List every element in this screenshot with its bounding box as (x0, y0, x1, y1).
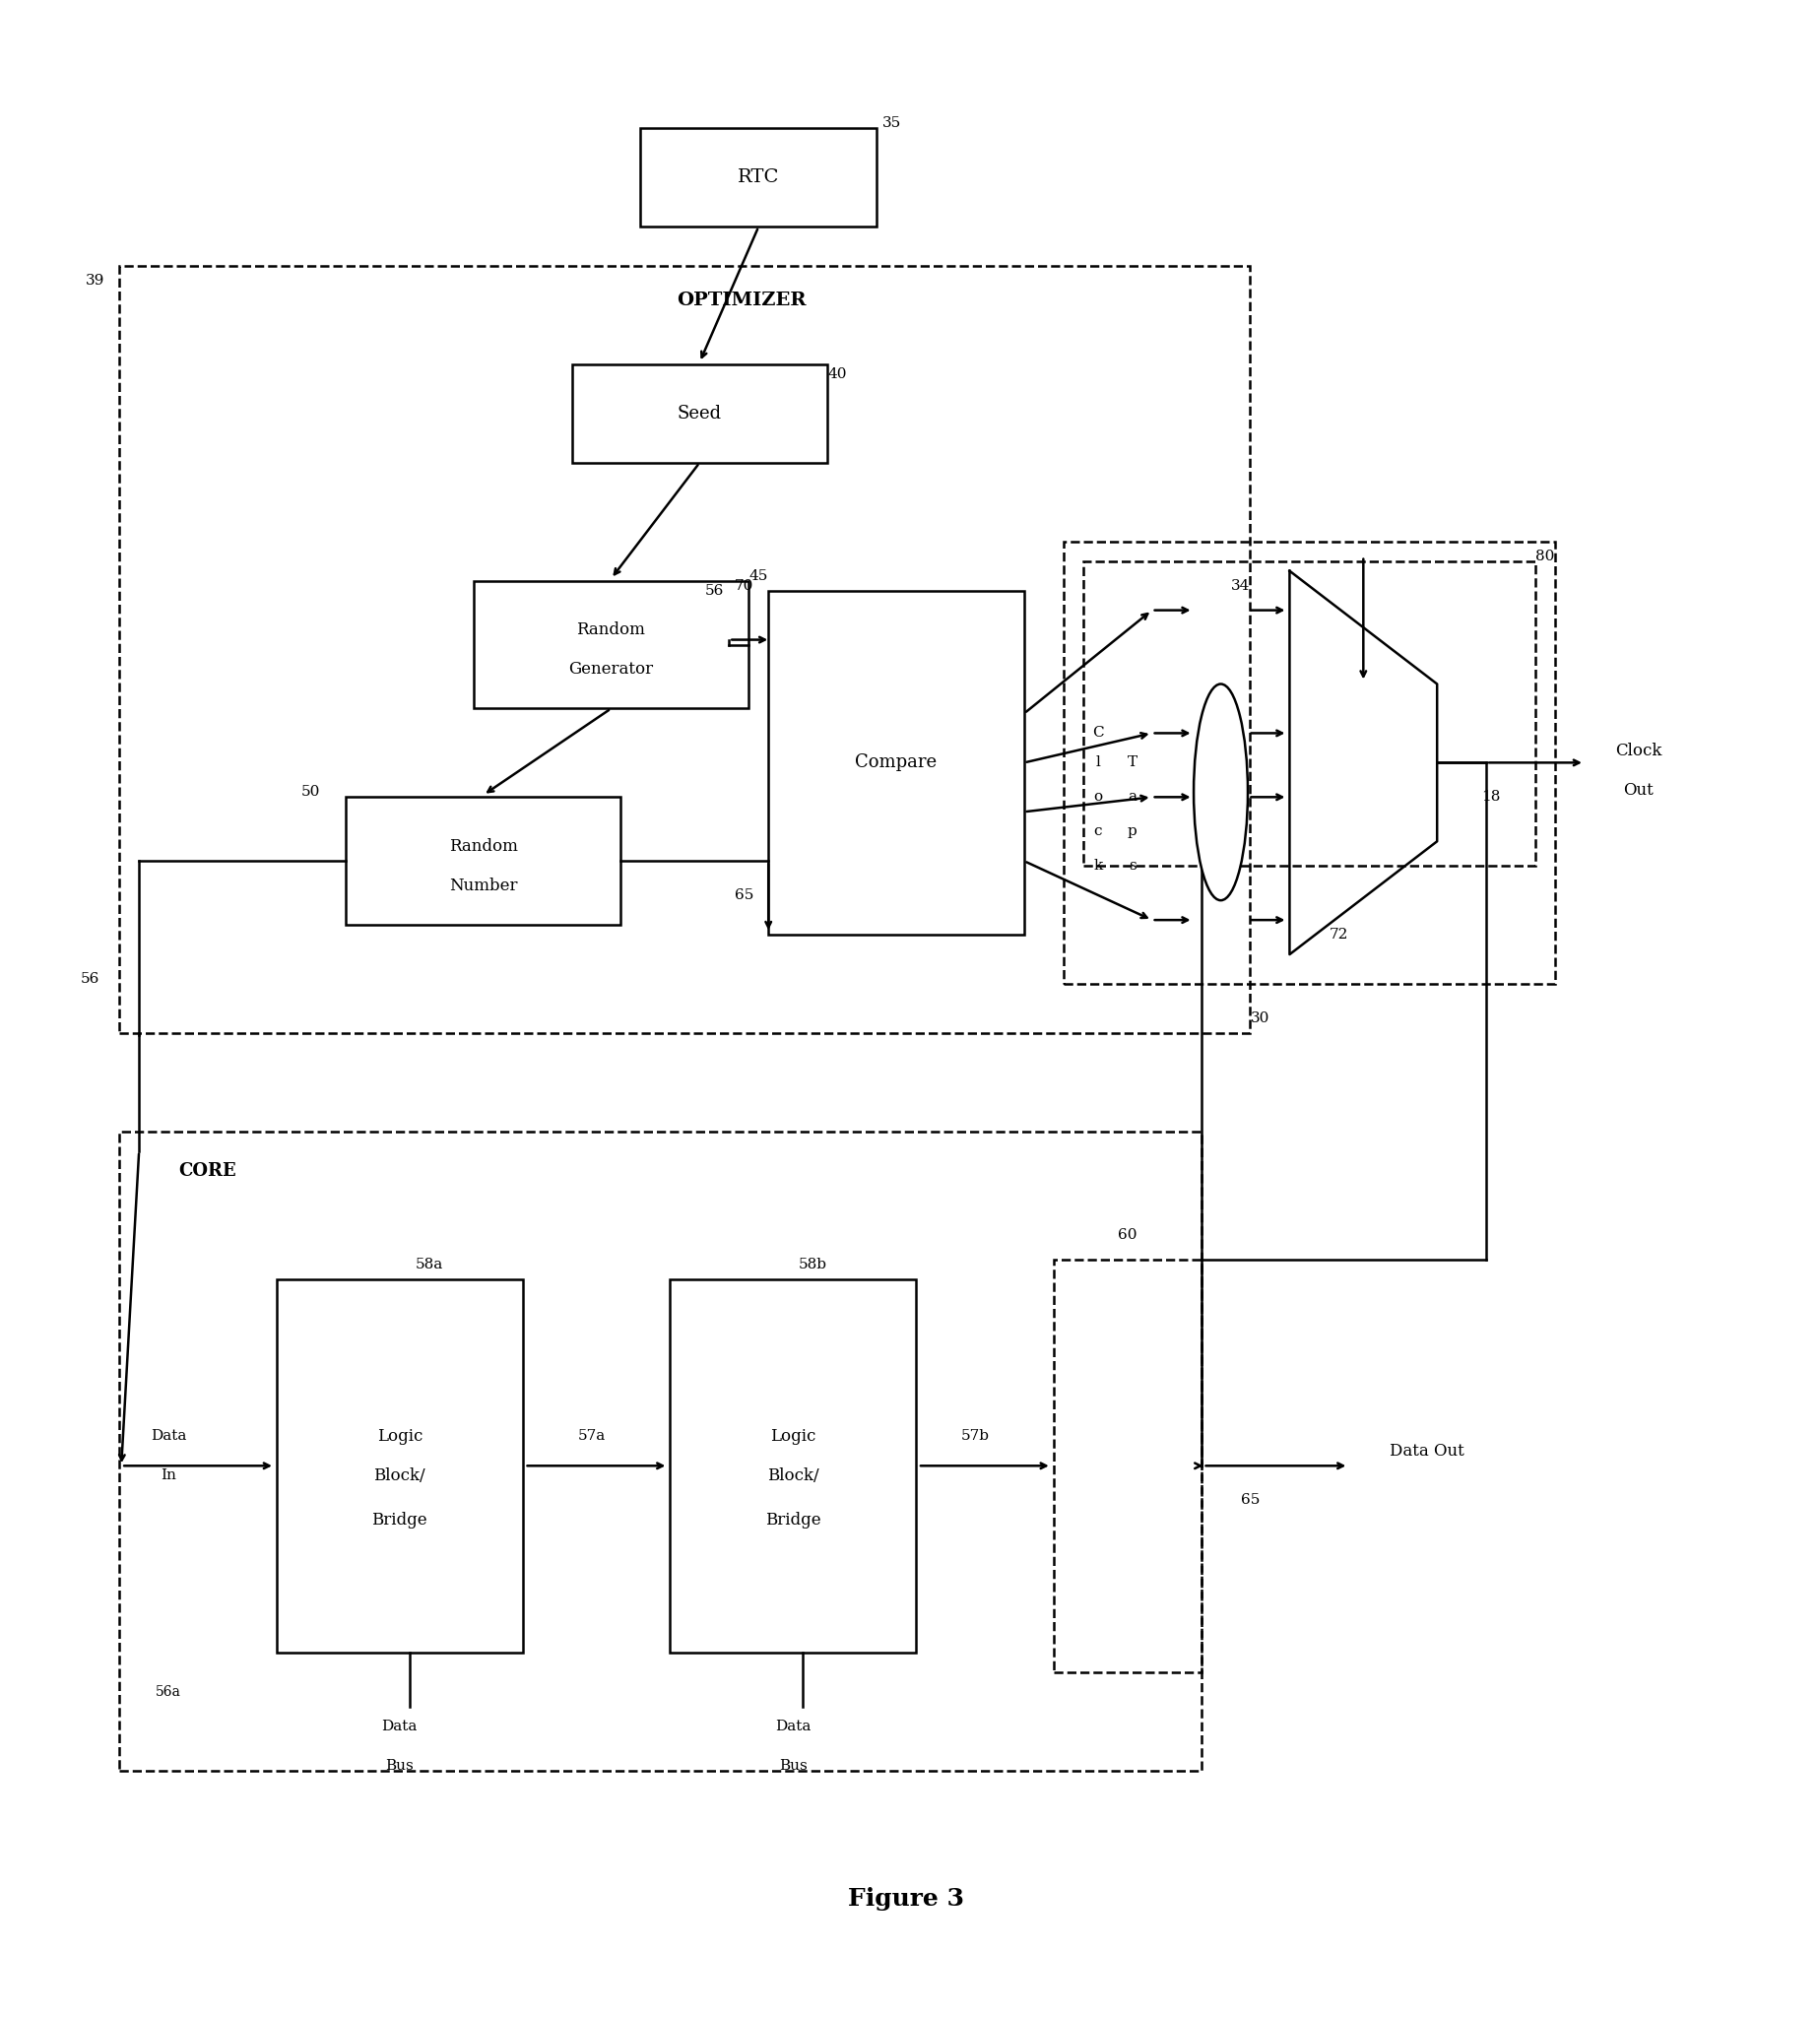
Text: Data: Data (382, 1719, 417, 1733)
Text: 65: 65 (733, 888, 753, 902)
Text: Clock: Clock (1614, 743, 1662, 759)
Text: Block/: Block/ (373, 1467, 426, 1483)
Text: o: o (1092, 791, 1101, 803)
Text: 65: 65 (1239, 1493, 1259, 1507)
Text: 18: 18 (1481, 791, 1500, 803)
Text: 40: 40 (826, 367, 846, 381)
Text: RTC: RTC (737, 170, 779, 186)
Text: T: T (1127, 757, 1138, 769)
Text: p: p (1127, 825, 1136, 837)
Text: Bridge: Bridge (764, 1511, 821, 1528)
FancyBboxPatch shape (277, 1279, 522, 1653)
Text: Data: Data (151, 1429, 186, 1443)
FancyBboxPatch shape (670, 1279, 915, 1653)
Text: 45: 45 (748, 569, 768, 583)
Text: 58b: 58b (797, 1257, 826, 1271)
Ellipse shape (1194, 684, 1247, 900)
Text: Bus: Bus (779, 1760, 806, 1772)
Text: Bus: Bus (386, 1760, 413, 1772)
Text: c: c (1094, 825, 1101, 837)
Text: 70: 70 (733, 579, 753, 593)
Text: 50: 50 (302, 785, 320, 799)
Text: OPTIMIZER: OPTIMIZER (677, 293, 806, 309)
Text: Compare: Compare (855, 755, 937, 771)
Text: C: C (1092, 726, 1103, 741)
Text: 80: 80 (1534, 549, 1554, 563)
Text: k: k (1092, 860, 1101, 874)
Text: Out: Out (1623, 781, 1653, 799)
Text: Random: Random (577, 622, 644, 638)
Text: Data Out: Data Out (1389, 1443, 1463, 1459)
Text: s: s (1128, 860, 1136, 874)
FancyBboxPatch shape (768, 591, 1023, 934)
FancyBboxPatch shape (571, 365, 826, 462)
Text: 30: 30 (1250, 1011, 1269, 1025)
Text: Generator: Generator (568, 660, 653, 678)
Text: 58a: 58a (415, 1257, 442, 1271)
Text: Block/: Block/ (766, 1467, 819, 1483)
Text: Number: Number (450, 878, 517, 894)
Text: 35: 35 (881, 117, 901, 131)
Text: 72: 72 (1329, 928, 1347, 942)
Text: Logic: Logic (770, 1429, 815, 1445)
Text: 57a: 57a (577, 1429, 604, 1443)
Text: 34: 34 (1230, 579, 1249, 593)
Text: Bridge: Bridge (371, 1511, 428, 1528)
Text: 56: 56 (80, 973, 100, 987)
FancyBboxPatch shape (346, 797, 621, 924)
Text: In: In (160, 1469, 177, 1483)
Text: Figure 3: Figure 3 (848, 1887, 963, 1911)
Text: 56: 56 (704, 583, 724, 597)
Text: Data: Data (775, 1719, 810, 1733)
Text: 56a: 56a (157, 1685, 182, 1699)
Text: a: a (1127, 791, 1136, 803)
Text: 60: 60 (1117, 1227, 1136, 1241)
Text: CORE: CORE (178, 1162, 237, 1181)
FancyBboxPatch shape (641, 129, 875, 226)
FancyBboxPatch shape (473, 581, 748, 708)
Text: 57b: 57b (961, 1429, 988, 1443)
Text: Random: Random (448, 837, 517, 854)
Text: l: l (1096, 757, 1099, 769)
Text: 39: 39 (86, 274, 104, 289)
Text: Logic: Logic (377, 1429, 422, 1445)
Text: Seed: Seed (677, 406, 721, 422)
